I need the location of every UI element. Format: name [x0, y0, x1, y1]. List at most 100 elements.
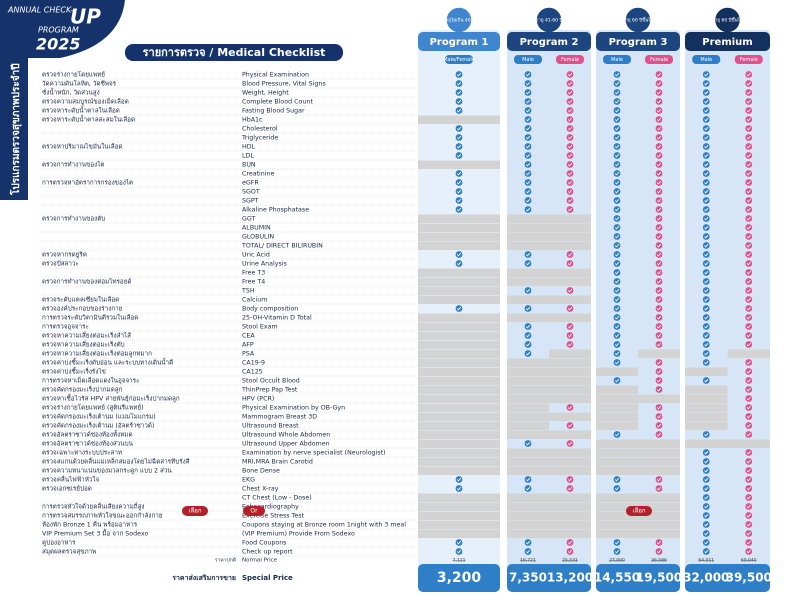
check-mark	[455, 476, 463, 483]
check-mark	[613, 206, 621, 213]
check-mark	[745, 485, 753, 492]
check-circle	[655, 107, 663, 114]
check-mark	[745, 134, 753, 141]
check-tick	[614, 99, 620, 104]
item-english: Complete Blood Count	[242, 99, 313, 106]
check-tick	[656, 225, 662, 230]
check-circle	[613, 179, 621, 186]
check-circle	[524, 206, 532, 213]
program-name: Program 2	[520, 37, 579, 48]
program-name: Premium	[702, 37, 752, 48]
excluded-cell	[507, 430, 549, 439]
check-circle	[745, 386, 753, 393]
excluded-cell	[727, 439, 770, 448]
program-name: Program 1	[430, 37, 489, 48]
check-tick	[704, 513, 709, 518]
check-mark	[745, 548, 753, 555]
check-tick	[746, 90, 751, 95]
check-circle	[655, 485, 663, 492]
excluded-cell	[418, 466, 500, 475]
excluded-cell	[596, 511, 638, 520]
item-thai: คูปองอาหาร	[42, 540, 76, 547]
check-circle	[702, 449, 710, 456]
check-tick	[746, 468, 751, 473]
check-circle	[745, 197, 753, 204]
check-circle	[613, 89, 621, 96]
check-mark	[745, 404, 753, 411]
check-tick	[614, 378, 620, 383]
check-tick	[746, 117, 751, 122]
check-circle	[655, 539, 663, 546]
check-tick	[567, 99, 573, 104]
check-tick	[456, 477, 462, 482]
check-mark	[655, 485, 663, 492]
check-circle	[566, 179, 574, 186]
check-circle	[745, 404, 753, 411]
check-tick	[525, 198, 531, 203]
check-mark	[745, 98, 753, 105]
item-thai: ตรวจสแกนด้วยคลื่นแม่เหล็กสมองโดยไม่ฉีดสา…	[42, 457, 190, 466]
normal-price: 7,121	[453, 558, 466, 564]
check-mark	[655, 80, 663, 87]
check-circle	[613, 188, 621, 195]
check-tick	[704, 162, 709, 167]
check-tick	[567, 126, 573, 131]
check-mark	[702, 89, 710, 96]
check-mark	[613, 89, 621, 96]
item-english: GLOBULIN	[242, 234, 274, 241]
check-mark	[613, 98, 621, 105]
excluded-cell	[418, 394, 500, 403]
check-mark	[455, 125, 463, 132]
check-mark	[655, 116, 663, 123]
gender-label: Female	[561, 57, 579, 63]
check-circle	[566, 71, 574, 78]
check-tick	[456, 252, 462, 257]
check-circle	[745, 467, 753, 474]
check-circle	[702, 89, 710, 96]
check-tick	[746, 405, 751, 410]
check-mark	[566, 116, 574, 123]
excluded-cell	[727, 349, 770, 358]
check-mark	[655, 386, 663, 393]
check-circle	[655, 296, 663, 303]
check-circle	[524, 305, 532, 312]
check-mark	[655, 224, 663, 231]
excluded-cell	[638, 493, 680, 502]
check-tick	[614, 279, 620, 284]
check-circle	[702, 458, 710, 465]
check-tick	[746, 342, 751, 347]
excluded-cell	[596, 448, 638, 457]
check-mark	[655, 323, 663, 330]
check-circle	[745, 242, 753, 249]
check-tick	[656, 243, 662, 248]
gender-label: Male	[522, 57, 534, 63]
check-mark	[655, 305, 663, 312]
check-mark	[566, 332, 574, 339]
check-mark	[702, 377, 710, 384]
special-price: 3,200	[437, 570, 482, 586]
check-mark	[613, 179, 621, 186]
check-tick	[525, 135, 531, 140]
check-mark	[524, 71, 532, 78]
special-price-thai: ราคาส่งเสริมการขาย	[172, 574, 236, 582]
check-circle	[455, 179, 463, 186]
check-tick	[746, 549, 751, 554]
check-mark	[455, 152, 463, 159]
excluded-cell	[507, 520, 549, 529]
item-thai: ตรวจหาความเสี่ยงต่อมะเร็งตับ	[42, 340, 125, 349]
check-tick	[456, 306, 462, 311]
check-circle	[613, 233, 621, 240]
check-mark	[655, 143, 663, 150]
check-tick	[614, 135, 620, 140]
check-circle	[566, 206, 574, 213]
check-circle	[613, 197, 621, 204]
check-circle	[745, 503, 753, 510]
check-circle	[702, 287, 710, 294]
check-mark	[655, 134, 663, 141]
check-circle	[745, 539, 753, 546]
check-circle	[613, 98, 621, 105]
normal-price: 25,531	[562, 558, 578, 564]
check-circle	[745, 143, 753, 150]
gender-chip	[692, 55, 721, 64]
check-circle	[613, 206, 621, 213]
